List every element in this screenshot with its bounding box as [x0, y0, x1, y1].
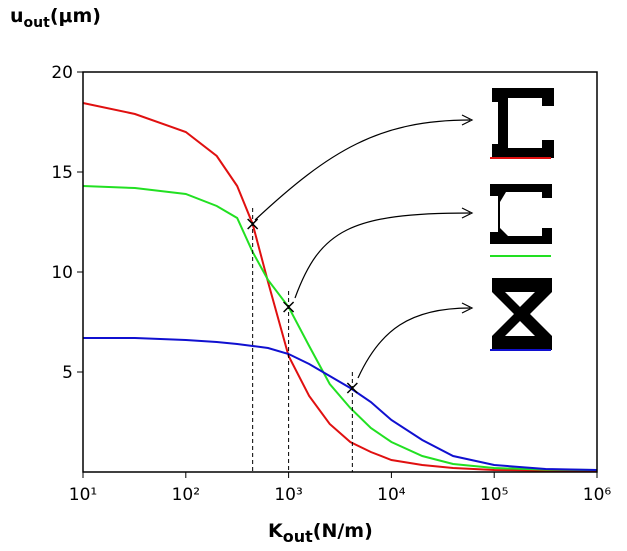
x-tick-label: 10¹	[69, 485, 97, 505]
y-label-sub: out	[24, 15, 51, 31]
arrow	[254, 119, 471, 221]
arrow-head	[461, 114, 474, 314]
x-tick-label: 10²	[172, 485, 200, 505]
series-line	[82, 102, 598, 472]
y-tick-label: 10	[51, 263, 73, 283]
y-label-base: u	[10, 5, 24, 27]
marker	[346, 382, 358, 394]
icon-blue-design	[492, 278, 552, 350]
marker	[247, 218, 259, 230]
x-label-sub: out	[283, 527, 313, 546]
x-tick-label: 10⁵	[480, 485, 508, 505]
design-icons	[490, 88, 554, 350]
x-axis-label: Kout(N/m)	[268, 520, 373, 546]
series-line	[82, 185, 598, 471]
y-label-unit: (μm)	[50, 5, 101, 27]
y-tick-label: 5	[62, 363, 73, 383]
arrows	[254, 114, 474, 379]
y-tick-label: 15	[51, 163, 73, 183]
x-tick-label: 10³	[274, 485, 302, 505]
series-line	[83, 337, 598, 471]
icon-green-design	[490, 184, 552, 244]
marker	[283, 301, 295, 313]
arrow	[294, 212, 471, 299]
y-tick-label: 20	[51, 63, 73, 83]
icon-red-design	[492, 88, 554, 158]
y-axis-label: uout(μm)	[10, 5, 101, 31]
x-label-unit: (N/m)	[313, 520, 373, 542]
plot-frame	[82, 71, 598, 473]
x-label-base: K	[268, 520, 284, 542]
x-tick-label: 10⁴	[377, 485, 406, 505]
x-tick-label: 10⁶	[583, 485, 612, 505]
arrow	[357, 307, 471, 379]
